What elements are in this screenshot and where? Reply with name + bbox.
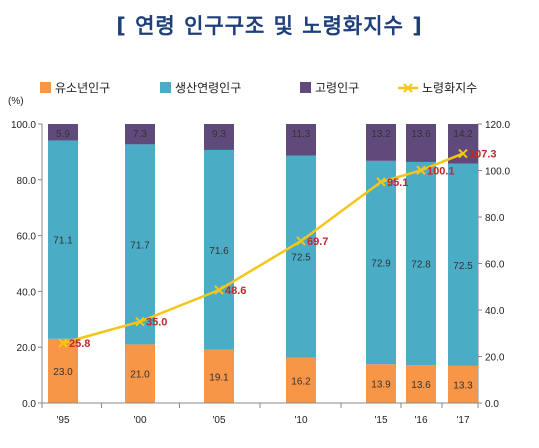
bar-segment bbox=[286, 124, 316, 156]
line-value-label: 69.7 bbox=[307, 236, 328, 248]
bar-segment bbox=[366, 364, 396, 403]
bar-value-label: 13.6 bbox=[411, 129, 431, 140]
x-tick-label: '10 bbox=[294, 415, 307, 426]
y2-tick-label: 60.0 bbox=[485, 260, 505, 271]
bar-segment bbox=[204, 124, 234, 150]
chart-title: [ 연령 인구구조 및 노령화지수 ] bbox=[116, 14, 423, 38]
bar-segment bbox=[204, 149, 234, 350]
x-tick-label: '16 bbox=[414, 415, 427, 426]
legend-swatch bbox=[40, 82, 51, 93]
aging-index-line: 25.8 35.0 48.6 69.7 95.1 100.1 107.3 bbox=[58, 148, 497, 350]
y-tick-label: 100.0 bbox=[11, 120, 36, 131]
bar-value-label: 72.5 bbox=[453, 261, 473, 272]
line-value-label: 25.8 bbox=[69, 338, 90, 350]
bar-value-label: 21.0 bbox=[130, 370, 150, 381]
line-marker bbox=[135, 316, 145, 327]
legend-label: 생산연령인구 bbox=[175, 81, 241, 95]
x-tick-label: '00 bbox=[133, 415, 146, 426]
bar-value-label: 72.8 bbox=[411, 260, 431, 271]
bar-segment bbox=[204, 349, 234, 403]
legend-label: 고령인구 bbox=[315, 81, 359, 95]
bar-segment bbox=[448, 365, 478, 403]
bar-segment bbox=[125, 144, 155, 345]
y2-tick-label: 20.0 bbox=[485, 353, 505, 364]
bars: 23.0 71.1 5.9 21.0 71.7 7.3 19.1 71.6 9.3 16.2 72.… bbox=[48, 124, 478, 403]
line-value-label: 48.6 bbox=[225, 285, 246, 297]
line-marker bbox=[296, 236, 306, 246]
legend-label: 유소년인구 bbox=[55, 81, 110, 95]
line-marker bbox=[214, 285, 224, 295]
bar-value-label: 7.3 bbox=[133, 129, 147, 140]
x-tick-label: '17 bbox=[456, 415, 469, 426]
line-value-label: 95.1 bbox=[387, 177, 408, 189]
legend-marker bbox=[403, 83, 413, 93]
y2-tick-label: 80.0 bbox=[485, 213, 505, 224]
bar-segment bbox=[48, 140, 78, 339]
bar-segment bbox=[286, 357, 316, 403]
y2-tick-label: 40.0 bbox=[485, 306, 505, 317]
bar-value-label: 71.6 bbox=[209, 246, 229, 257]
bar-value-label: 72.5 bbox=[291, 253, 311, 264]
line-value-label: 35.0 bbox=[146, 317, 167, 329]
y-tick-label: 20.0 bbox=[17, 343, 37, 354]
y2-tick-label: 0.0 bbox=[485, 399, 499, 410]
legend-swatch bbox=[300, 82, 311, 93]
line-marker bbox=[458, 148, 468, 159]
x-axis: '95 '00 '05 '10 '15 '16 '17 bbox=[41, 402, 479, 426]
y2-axis: 0.0 20.0 40.0 60.0 80.0 100.0 120.0 bbox=[477, 120, 510, 410]
y-tick-label: 0.0 bbox=[22, 399, 36, 410]
y-tick-label: 40.0 bbox=[17, 287, 37, 298]
y2-tick-label: 100.0 bbox=[485, 167, 510, 178]
bar-value-label: 23.0 bbox=[53, 367, 73, 378]
bar-segment bbox=[48, 338, 78, 403]
legend-swatch bbox=[160, 82, 171, 93]
y2-tick-label: 120.0 bbox=[485, 120, 510, 131]
y-tick-label: 60.0 bbox=[17, 232, 37, 243]
bar-value-label: 13.9 bbox=[371, 380, 391, 391]
bar-value-label: 16.2 bbox=[291, 376, 311, 387]
bar-segment bbox=[448, 163, 478, 366]
bar-segment bbox=[406, 124, 436, 162]
bar-segment bbox=[366, 160, 396, 365]
y-tick-label: 80.0 bbox=[17, 176, 37, 187]
legend: 유소년인구 생산연령인구 고령인구 노령화지수 bbox=[40, 81, 477, 95]
bar-segment bbox=[125, 344, 155, 403]
bar-value-label: 71.1 bbox=[53, 236, 73, 247]
bar-value-label: 9.3 bbox=[212, 129, 226, 140]
bar-value-label: 14.2 bbox=[453, 129, 473, 140]
line-marker bbox=[416, 165, 426, 175]
y-axis: 0.0 20.0 40.0 60.0 80.0 100.0 bbox=[11, 120, 43, 410]
line-marker bbox=[58, 338, 68, 348]
y-axis-unit: (%) bbox=[8, 96, 24, 107]
bar-segment bbox=[286, 155, 316, 358]
bar-value-label: 11.3 bbox=[292, 129, 311, 140]
bar-segment bbox=[406, 161, 436, 366]
line-marker bbox=[376, 177, 386, 187]
bar-value-label: 19.1 bbox=[209, 372, 229, 383]
bar-segment bbox=[366, 124, 396, 161]
bar-value-label: 5.9 bbox=[56, 129, 70, 140]
bar-value-label: 13.3 bbox=[453, 380, 473, 391]
legend-label: 노령화지수 bbox=[422, 81, 477, 95]
bar-value-label: 72.9 bbox=[371, 259, 391, 270]
bar-segment bbox=[48, 124, 78, 141]
bar-value-label: 13.2 bbox=[371, 129, 391, 140]
x-tick-label: '05 bbox=[212, 415, 225, 426]
bar-segment bbox=[406, 365, 436, 403]
bar-value-label: 13.6 bbox=[411, 380, 431, 391]
x-tick-label: '15 bbox=[374, 415, 387, 426]
bar-segment bbox=[125, 124, 155, 145]
line-value-label: 100.1 bbox=[427, 165, 455, 177]
bar-value-label: 71.7 bbox=[130, 240, 150, 251]
x-tick-label: '95 bbox=[56, 415, 69, 426]
line-value-label: 107.3 bbox=[469, 149, 497, 161]
